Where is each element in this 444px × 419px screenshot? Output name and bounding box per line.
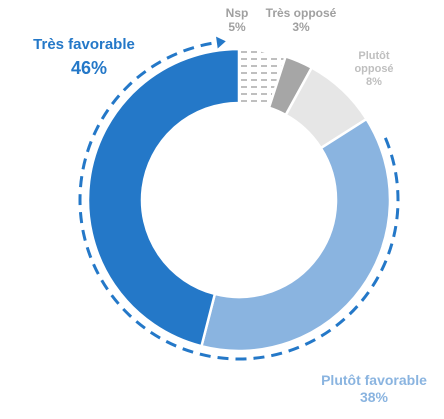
slice-label: Plutôt opposé 8% — [351, 50, 397, 90]
category-name: Plutôt opposé — [354, 50, 394, 76]
slice — [199, 117, 392, 353]
value-label: 46% — [70, 58, 108, 78]
category-name: Plutôt favorable — [321, 372, 427, 388]
slice — [86, 47, 241, 348]
slice-label: Très favorable 46% — [14, 36, 154, 80]
value-label: 38% — [359, 388, 389, 405]
arrow-head — [216, 36, 226, 49]
category-name: Très opposé — [265, 6, 337, 20]
slice-label: Nsp 5% — [207, 6, 267, 35]
slice-label: Très opposé 3% — [256, 6, 346, 35]
value-label: 3% — [292, 20, 310, 35]
value-label: 8% — [366, 76, 382, 89]
category-name: Très favorable — [33, 36, 135, 53]
value-label: 5% — [228, 20, 246, 35]
slice-label: Plutôt favorable 38% — [304, 372, 444, 406]
category-name: Nsp — [225, 6, 249, 20]
